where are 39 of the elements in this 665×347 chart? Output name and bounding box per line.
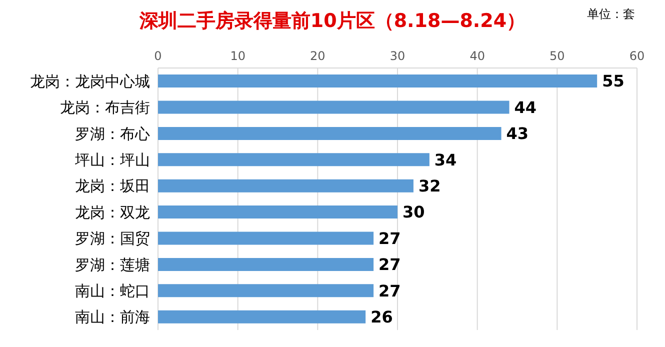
x-tick-label: 50 xyxy=(550,49,565,63)
bar xyxy=(158,284,374,298)
y-tick-label: 南山：蛇口 xyxy=(75,282,150,300)
data-label: 43 xyxy=(506,124,529,144)
data-label: 34 xyxy=(434,150,457,170)
data-label: 27 xyxy=(378,281,401,300)
data-label: 44 xyxy=(514,98,537,117)
x-tick-label: 0 xyxy=(154,49,162,63)
y-tick-label: 罗湖：莲塘 xyxy=(75,256,150,274)
bar xyxy=(158,310,366,324)
y-tick-label: 龙岗：龙岗中心城 xyxy=(30,72,150,90)
data-label: 26 xyxy=(370,308,393,327)
x-tick-label: 60 xyxy=(629,49,645,63)
bar xyxy=(158,100,510,114)
bar xyxy=(158,232,374,245)
bar xyxy=(158,258,374,271)
x-tick-label: 10 xyxy=(230,49,246,63)
data-label: 30 xyxy=(402,202,425,222)
x-tick-label: 40 xyxy=(470,49,485,63)
bar xyxy=(158,74,598,88)
bar xyxy=(158,206,398,219)
bar xyxy=(158,153,430,166)
x-tick-label: 20 xyxy=(310,49,326,63)
chart-title: 深圳二手房录得量前10片区（8.18—8.24） xyxy=(139,10,526,32)
bar xyxy=(158,126,502,140)
data-label: 32 xyxy=(418,176,441,196)
y-tick-label: 罗湖：布心 xyxy=(75,124,150,143)
x-tick-label: 30 xyxy=(390,49,406,63)
data-label: 55 xyxy=(602,72,624,91)
y-tick-label: 龙岗：坂田 xyxy=(75,177,150,196)
data-label: 27 xyxy=(378,228,401,248)
y-tick-label: 罗湖：国贸 xyxy=(75,230,150,248)
y-tick-label: 龙岗：双龙 xyxy=(75,203,150,222)
y-tick-label: 龙岗：布吉街 xyxy=(60,98,150,117)
y-tick-label: 坪山：坪山 xyxy=(74,151,150,170)
bar xyxy=(158,179,414,192)
y-tick-label: 南山：前海 xyxy=(75,308,150,326)
data-label: 27 xyxy=(378,255,401,274)
text: 单位：套 xyxy=(587,6,635,23)
